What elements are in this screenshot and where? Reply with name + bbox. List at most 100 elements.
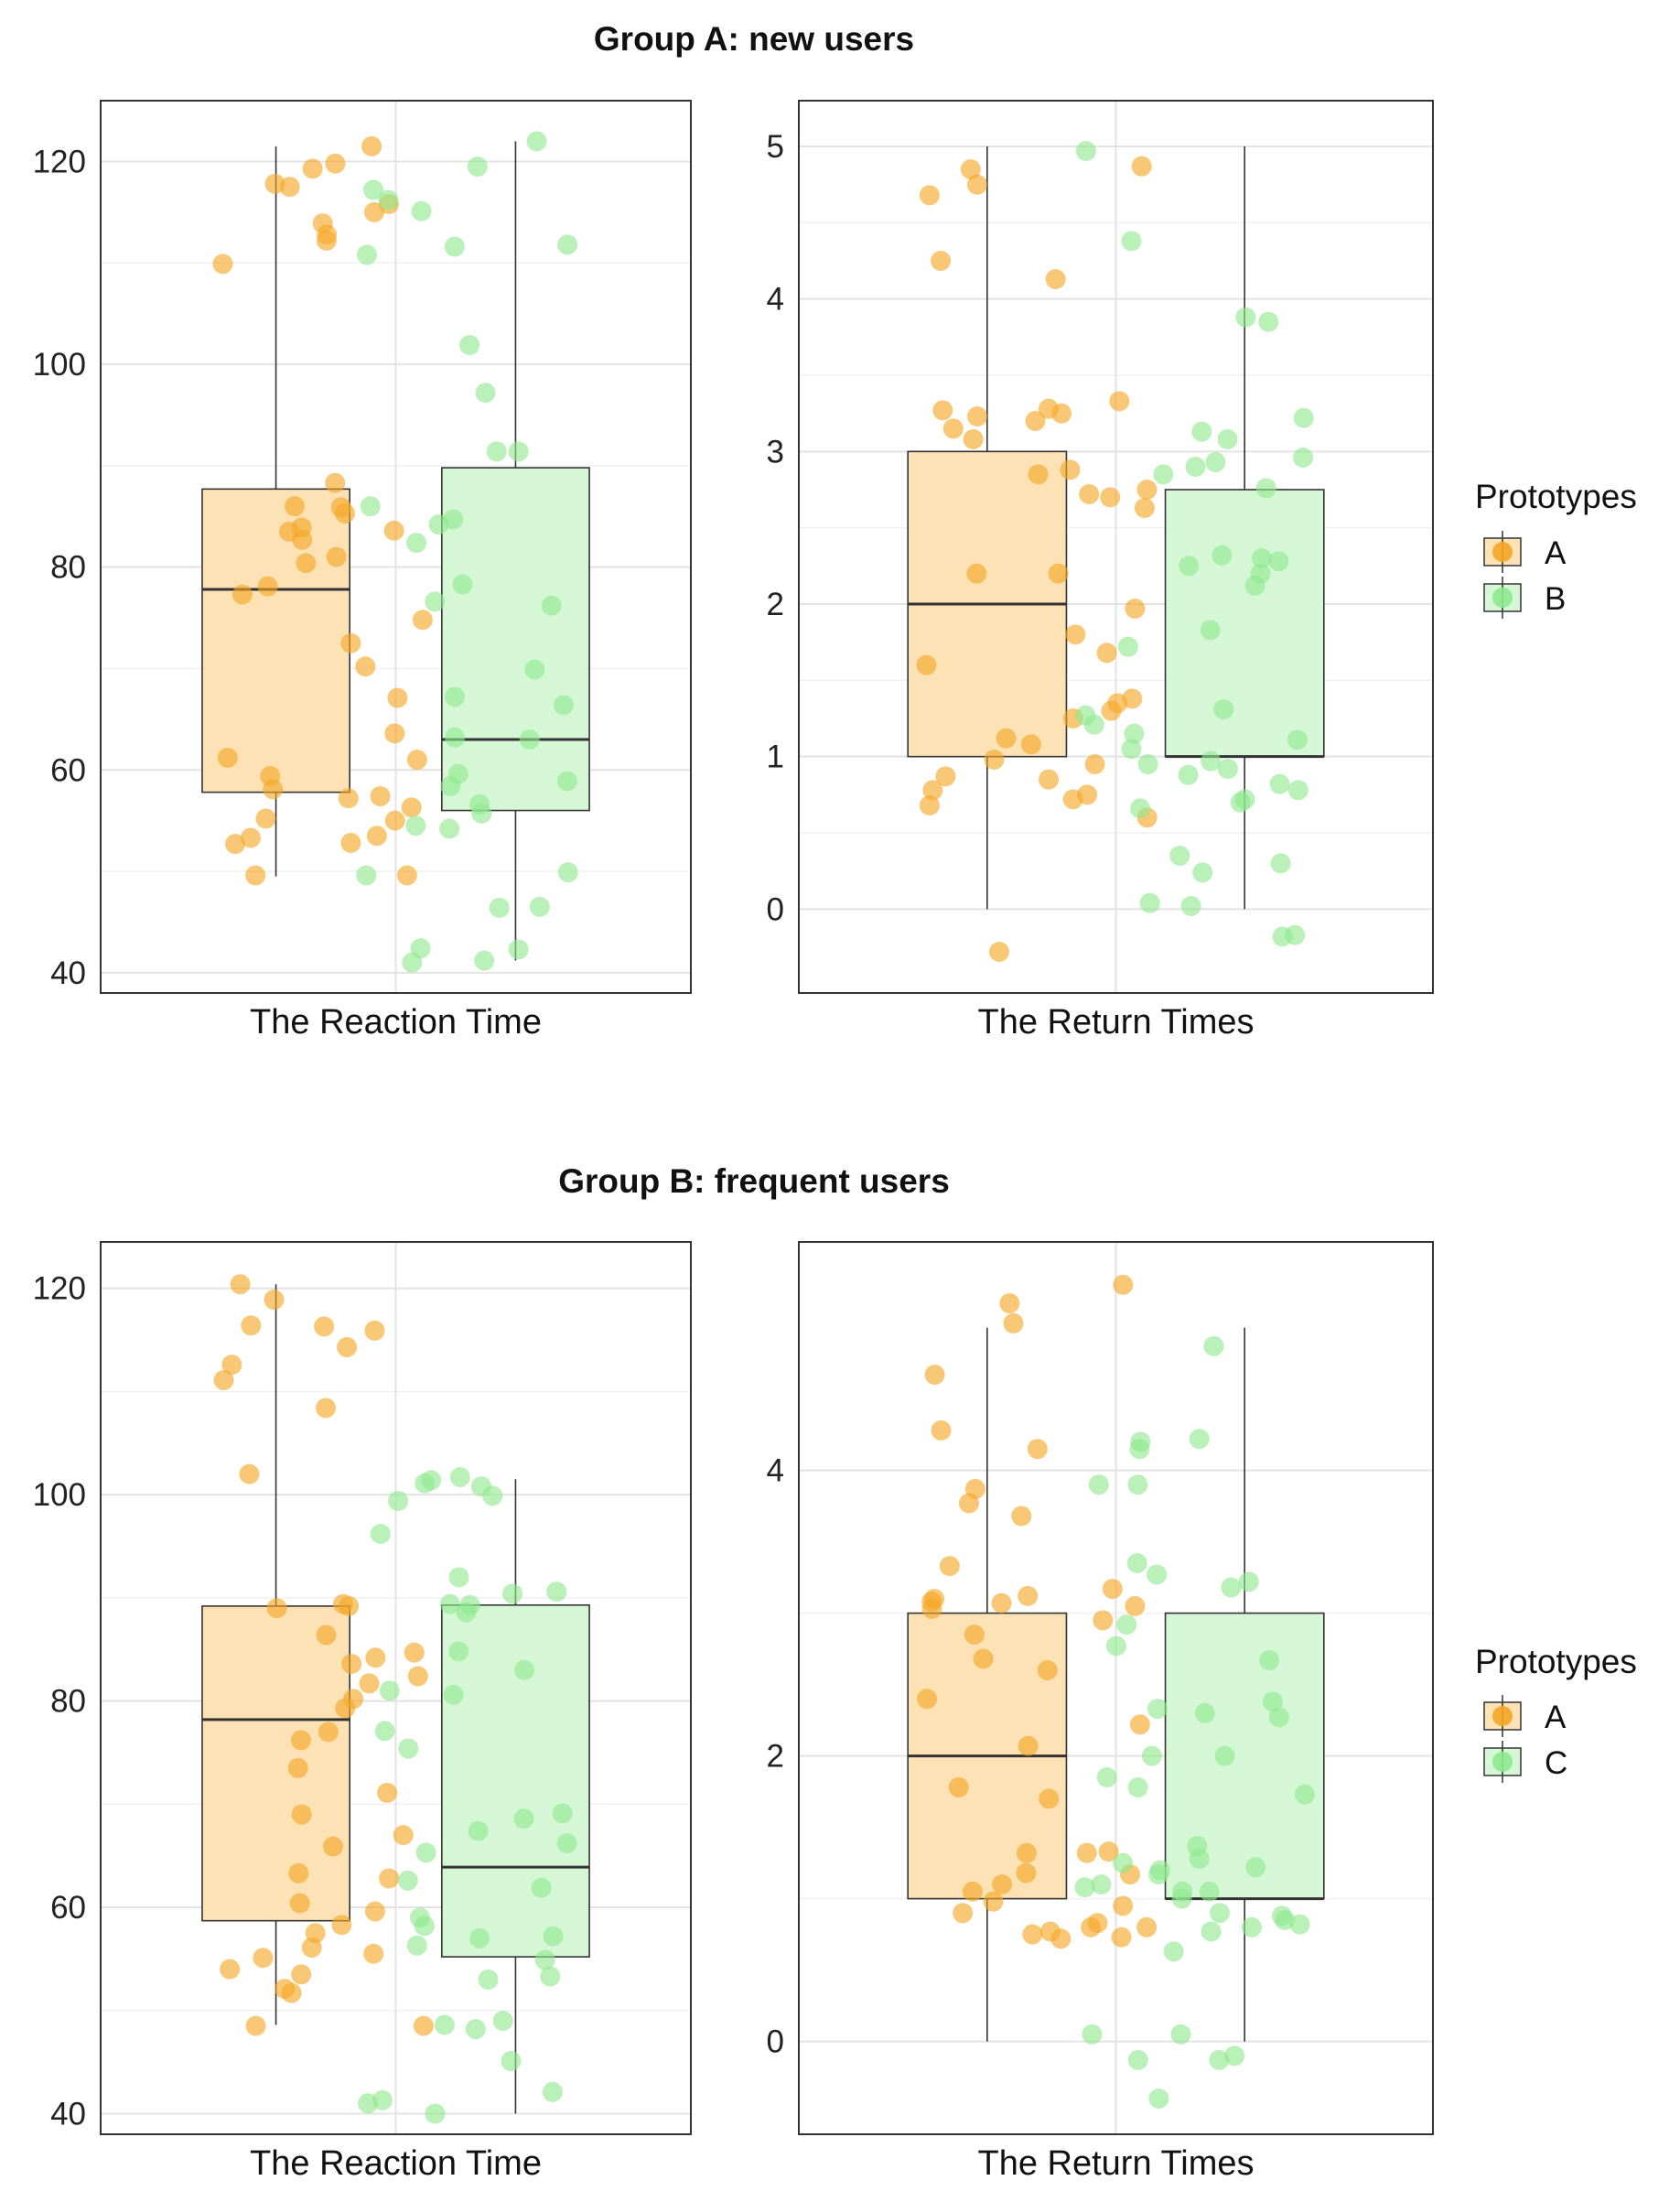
data-point-a — [1065, 624, 1086, 645]
data-point-a — [1039, 1788, 1060, 1809]
data-point-b — [406, 533, 427, 554]
data-point-a — [404, 1642, 425, 1663]
data-point-b — [467, 157, 488, 178]
data-point-c — [388, 1490, 409, 1511]
data-point-a — [316, 1625, 337, 1646]
data-point-a — [366, 826, 387, 847]
legend-label-a: A — [1545, 1700, 1567, 1735]
data-point-c — [415, 1842, 436, 1863]
data-point-a — [253, 1948, 274, 1969]
data-point-c — [1241, 1916, 1262, 1938]
data-point-a — [257, 576, 278, 597]
data-point-c — [1074, 1877, 1095, 1898]
data-point-a — [1062, 789, 1083, 810]
data-point-a — [1016, 1862, 1037, 1884]
data-point-a — [939, 1556, 960, 1577]
data-point-a — [383, 520, 404, 541]
data-point-b — [475, 383, 496, 404]
data-point-c — [1221, 1577, 1242, 1598]
panel-group-b-return-times: 0 2 4 The Return Times — [767, 1241, 1434, 2183]
data-point-a — [401, 797, 422, 818]
data-point-c — [478, 1969, 499, 1990]
data-point-a — [384, 810, 405, 831]
data-point-a — [363, 201, 384, 222]
legend-item-a: A — [1483, 1695, 1567, 1737]
data-point-b — [459, 335, 480, 356]
data-point-a — [984, 750, 1005, 770]
data-point-a — [992, 1874, 1013, 1894]
y-tick-label: 3 — [767, 434, 784, 470]
y-tick-label: 4 — [767, 1453, 784, 1489]
data-point-a — [255, 808, 276, 829]
data-point-c — [1127, 1776, 1148, 1797]
data-point-c — [448, 1641, 469, 1662]
data-point-b — [557, 234, 578, 255]
data-point-a — [1111, 1927, 1132, 1948]
data-point-b — [1179, 556, 1200, 577]
data-point-a — [384, 723, 405, 744]
data-point-a — [287, 1757, 308, 1778]
data-point-a — [340, 632, 361, 653]
data-point-c — [531, 1877, 552, 1898]
data-point-a — [335, 1698, 356, 1719]
data-point-c — [456, 1602, 477, 1623]
data-point-b — [1268, 551, 1289, 572]
data-point-b — [1205, 452, 1226, 472]
data-point-c — [1141, 1745, 1162, 1766]
data-point-c — [540, 1966, 561, 1987]
data-point-a — [1011, 1506, 1032, 1527]
data-point-c — [534, 1949, 555, 1970]
data-point-a — [1131, 156, 1152, 177]
data-point-a — [364, 1901, 385, 1922]
data-point-a — [1101, 700, 1122, 721]
data-point-a — [1136, 480, 1158, 500]
data-point-a — [279, 177, 300, 198]
data-point-a — [921, 1598, 942, 1619]
plot-border — [798, 100, 1434, 994]
data-point-c — [513, 1659, 534, 1680]
data-point-a — [370, 786, 391, 807]
data-point-a — [1050, 1928, 1072, 1949]
data-point-a — [331, 1915, 352, 1936]
data-point-b — [1153, 464, 1174, 485]
data-point-a — [316, 230, 337, 251]
data-point-a — [302, 158, 323, 179]
data-point-a — [973, 1648, 994, 1669]
data-point-c — [1214, 1745, 1235, 1766]
data-point-b — [1137, 754, 1158, 774]
data-point-a — [1051, 403, 1072, 424]
data-point-a — [1113, 1274, 1134, 1295]
data-point-b — [402, 952, 423, 973]
data-point-a — [338, 788, 359, 809]
data-point-c — [542, 2081, 563, 2102]
data-point-b — [489, 897, 510, 918]
box-c — [1164, 1612, 1325, 1900]
data-point-b — [1121, 739, 1142, 760]
data-point-a — [1079, 484, 1100, 504]
data-point-c — [414, 1916, 435, 1937]
data-point-c — [1096, 1767, 1117, 1787]
data-point-a — [963, 429, 984, 449]
data-point-c — [1189, 1429, 1210, 1450]
data-point-c — [1238, 1571, 1259, 1592]
data-point-b — [1272, 926, 1293, 947]
data-point-c — [448, 1567, 469, 1588]
data-point-b — [529, 896, 550, 917]
data-point-a — [948, 1776, 969, 1797]
data-point-a — [983, 1891, 1004, 1912]
data-point-c — [1088, 1474, 1109, 1495]
data-point-c — [1113, 1852, 1134, 1873]
legend-swatch-dot-a — [1492, 542, 1513, 562]
data-point-a — [931, 1419, 952, 1441]
data-point-c — [552, 1803, 573, 1824]
data-point-c — [1245, 1857, 1266, 1878]
data-point-c — [1129, 1439, 1150, 1460]
data-point-a — [924, 1365, 945, 1386]
data-point-a — [999, 1293, 1020, 1314]
data-point-b — [1235, 307, 1256, 328]
data-point-a — [264, 1290, 285, 1311]
group-b-title: Group B: frequent users — [558, 1162, 950, 1200]
data-point-a — [1027, 1439, 1048, 1460]
data-point-b — [508, 441, 529, 462]
data-point-a — [240, 827, 261, 848]
